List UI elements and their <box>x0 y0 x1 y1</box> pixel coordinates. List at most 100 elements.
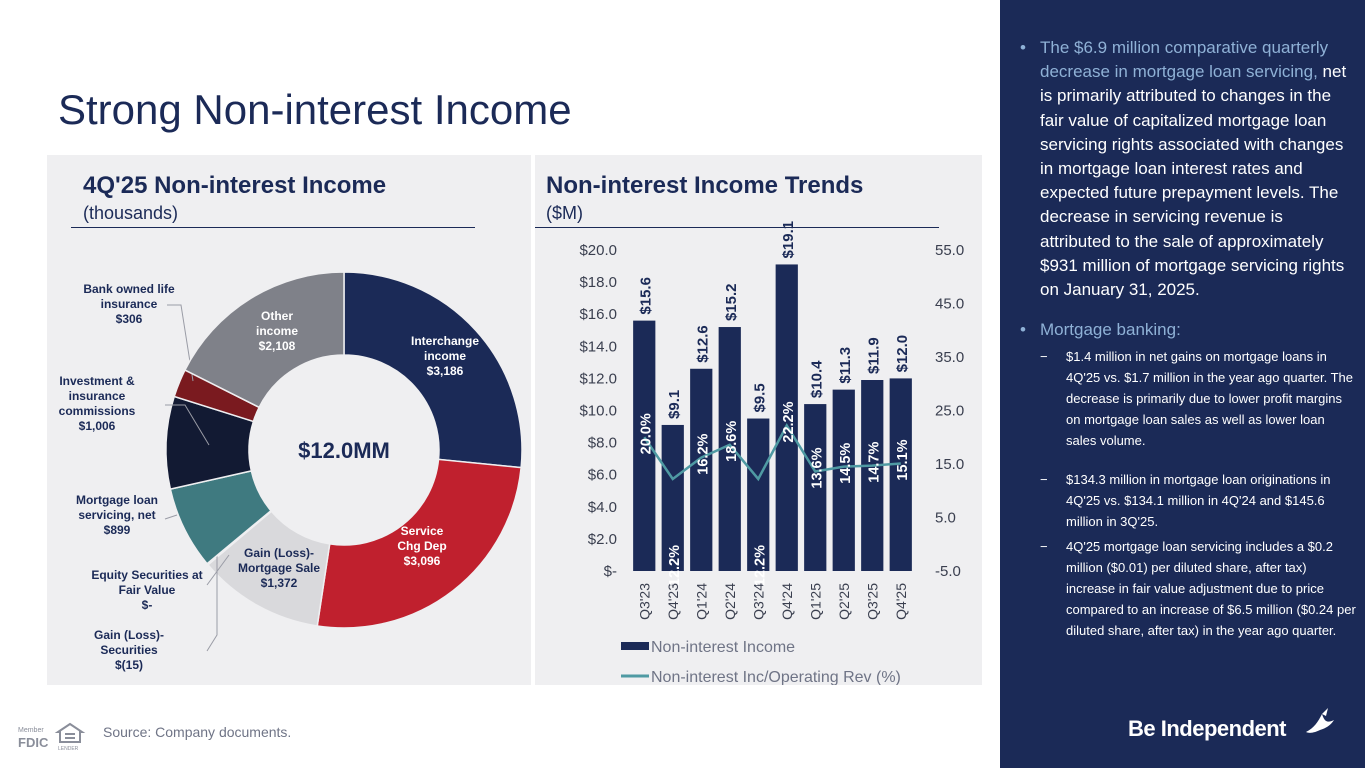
donut-slice-label: Gain (Loss)-Securities $(15) <box>94 628 164 672</box>
ratio-label: 20.0% <box>638 413 654 454</box>
sub-bullet-servicing-fv: − 4Q'25 mortgage loan servicing includes… <box>1040 536 1356 641</box>
donut-slice-label: Interchange income $3,186 <box>411 334 479 378</box>
y-right-tick-label: 5.0 <box>935 510 956 527</box>
bar-value-label: $15.2 <box>723 283 740 321</box>
brand-logo: Be Independent <box>1128 708 1334 742</box>
donut-chart: Interchange income $3,186 Service Chg Dep $3,… <box>59 271 523 672</box>
y-left-tick-label: $4.0 <box>588 499 617 516</box>
brand-text: Be Independent <box>1128 716 1287 741</box>
bar <box>832 389 855 571</box>
dash: − <box>1040 472 1048 488</box>
x-tick-label: Q3'25 <box>864 583 880 620</box>
sub-bullet-text: $1.4 million in net gains on mortgage lo… <box>1066 349 1353 449</box>
equal-housing-icon <box>54 722 86 743</box>
ratio-label: 12.2% <box>752 545 768 586</box>
donut-leader-line <box>206 554 230 586</box>
source-note: Source: Company documents. <box>103 724 292 740</box>
trend-title: Non-interest Income Trends <box>546 172 864 199</box>
svg-text:LENDER: LENDER <box>58 746 79 752</box>
bar <box>747 418 770 571</box>
bullet2-highlight: Mortgage banking: <box>1040 320 1181 340</box>
trend-chart: $- $2.0 $4.0 $6.0 $8.0 $10.0 $12.0 $14.0 $16.0 $1… <box>579 221 964 685</box>
ratio-label: 14.7% <box>866 442 882 483</box>
donut-slice-label: Mortgage loan servicing, net $899 <box>76 493 158 537</box>
trend-panel: Non-interest Income Trends ($M) $- $2.0 $4… <box>535 155 982 685</box>
y-left-tick-label: $12.0 <box>579 370 617 387</box>
x-tick-label: Q1'24 <box>693 583 709 620</box>
ratio-label: 22.2% <box>781 401 797 442</box>
ratio-label: 15.1% <box>895 439 911 480</box>
y-left-tick-label: $14.0 <box>579 338 617 355</box>
page-title: Strong Non-interest Income <box>58 86 572 134</box>
bar <box>633 320 656 571</box>
dash: − <box>1040 539 1048 555</box>
y-right-tick-label: 15.0 <box>935 456 964 473</box>
y-left-tick-label: $16.0 <box>579 306 617 323</box>
x-tick-label: Q3'23 <box>636 583 652 620</box>
y-right-tick-label: 55.0 <box>935 242 964 259</box>
y-left-tick-label: $6.0 <box>588 467 617 484</box>
bar-value-label: $15.6 <box>637 277 654 315</box>
x-tick-label: Q3'24 <box>750 583 766 620</box>
eagle-icon <box>1306 708 1334 733</box>
legend-swatch-bar <box>621 642 649 650</box>
bar-value-label: $9.5 <box>751 383 768 412</box>
sub-bullet-text: 4Q'25 mortgage loan servicing includes a… <box>1066 539 1356 639</box>
donut-subtitle: (thousands) <box>83 203 179 223</box>
bullet-mortgage-servicing: • The $6.9 million comparative quarterly… <box>1020 36 1356 302</box>
donut-slice <box>183 271 345 409</box>
y-right-tick-label: 45.0 <box>935 296 964 313</box>
fdic-ehl-logo: Member FDIC LENDER <box>18 722 86 752</box>
y-left-tick-label: $- <box>604 563 617 580</box>
donut-title: 4Q'25 Non-interest Income <box>83 172 387 199</box>
bar <box>804 404 827 571</box>
y-right-tick-label: -5.0 <box>935 563 961 580</box>
donut-center-label: $12.0MM <box>298 438 390 463</box>
x-tick-label: Q2'24 <box>722 583 738 620</box>
y-left-tick-label: $10.0 <box>579 403 617 420</box>
bar-value-label: $10.4 <box>808 360 825 398</box>
commentary: • The $6.9 million comparative quarterly… <box>1020 36 1356 641</box>
y-left-tick-label: $18.0 <box>579 274 617 291</box>
trend-title-rule <box>535 227 939 228</box>
donut-slice <box>316 458 522 629</box>
donut-slice-label: Service Chg Dep $3,096 <box>397 524 446 568</box>
ratio-label: 14.5% <box>838 443 854 484</box>
donut-slice <box>343 271 523 469</box>
sub-bullet-gains: − $1.4 million in net gains on mortgage … <box>1040 346 1356 451</box>
bullet-dot: • <box>1020 320 1026 340</box>
sub-bullet-originations: − $134.3 million in mortgage loan origin… <box>1040 469 1356 532</box>
fdic-member-text: Member <box>18 727 44 734</box>
x-tick-label: Q4'24 <box>779 583 795 620</box>
bar-value-label: $12.0 <box>894 335 911 373</box>
dash: − <box>1040 349 1048 365</box>
donut-title-rule <box>71 227 475 228</box>
sidebar <box>1000 0 1365 768</box>
ratio-label: 12.2% <box>667 545 683 586</box>
bar <box>889 378 912 571</box>
bullet-mortgage-banking: • Mortgage banking: <box>1020 318 1356 342</box>
bar <box>661 424 684 571</box>
bullet1-highlight: The $6.9 million comparative quarterly d… <box>1040 38 1329 82</box>
bar <box>775 264 798 571</box>
y-left-tick-label: $20.0 <box>579 242 617 259</box>
donut-slice-label: Equity Securities at Fair Value $- <box>91 568 202 612</box>
y-left-tick-label: $2.0 <box>588 531 617 548</box>
sub-bullet-text: $134.3 million in mortgage loan originat… <box>1066 472 1331 530</box>
legend-label-bar: Non-interest Income <box>651 639 795 656</box>
bar <box>690 368 713 571</box>
ratio-label: 18.6% <box>724 421 740 462</box>
trend-subtitle: ($M) <box>546 203 583 223</box>
donut-panel: 4Q'25 Non-interest Income (thousands) In… <box>47 155 531 685</box>
y-right-tick-label: 25.0 <box>935 403 964 420</box>
bar-value-label: $11.9 <box>865 337 882 374</box>
y-left-tick-label: $8.0 <box>588 435 617 452</box>
donut-leader-line <box>167 304 194 382</box>
x-tick-label: Q4'23 <box>665 583 681 620</box>
ratio-line <box>643 422 901 482</box>
bullet1-text: net is primarily attributed to changes i… <box>1040 62 1347 300</box>
bar <box>718 327 741 571</box>
legend-label-line: Non-interest Inc/Operating Rev (%) <box>651 669 901 685</box>
x-tick-label: Q4'25 <box>893 583 909 620</box>
donut-slice-label: Other income $2,108 <box>256 309 298 353</box>
